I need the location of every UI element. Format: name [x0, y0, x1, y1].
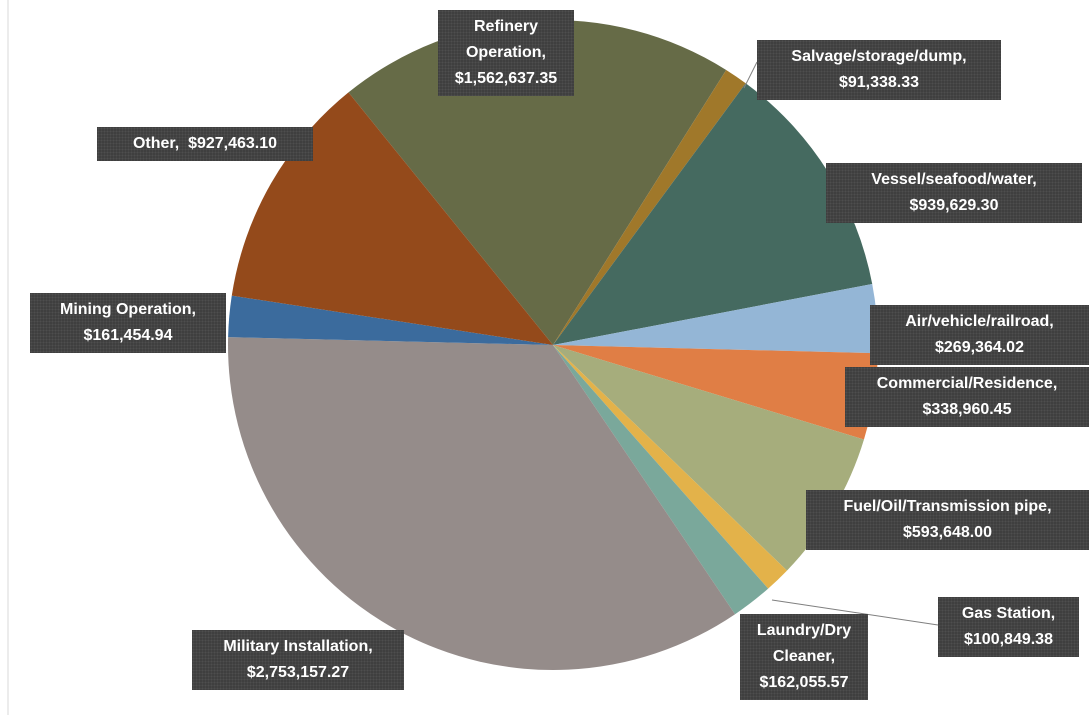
label-category: Mining Operation,	[60, 301, 196, 318]
label-value: $161,454.94	[83, 327, 173, 344]
data-label: Vessel/seafood/water, $939,629.30	[826, 163, 1082, 223]
leader-line	[771, 599, 939, 626]
data-label: Laundry/Dry Cleaner, $162,055.57	[740, 614, 868, 700]
label-category: Laundry/Dry Cleaner,	[756, 622, 852, 665]
data-label: Salvage/storage/dump, $91,338.33	[757, 40, 1001, 100]
data-label: Other, $927,463.10	[97, 127, 313, 161]
label-category: Refinery Operation,	[465, 18, 546, 61]
data-label: Refinery Operation, $1,562,637.35	[438, 10, 574, 96]
data-label: Commercial/Residence, $338,960.45	[845, 367, 1089, 427]
pie-slice	[553, 69, 746, 345]
pie-slice	[553, 345, 769, 615]
label-category: Commercial/Residence,	[876, 375, 1058, 392]
label-value: $338,960.45	[922, 401, 1012, 418]
label-category: Vessel/seafood/water,	[871, 171, 1037, 188]
data-label: Mining Operation, $161,454.94	[30, 293, 226, 353]
label-category: Salvage/storage/dump,	[791, 48, 967, 65]
label-value: $269,364.02	[935, 339, 1024, 356]
label-category: Fuel/Oil/Transmission pipe,	[843, 498, 1052, 515]
label-category: Gas Station,	[961, 605, 1056, 622]
label-value: $162,055.57	[759, 674, 849, 691]
data-label: Gas Station, $100,849.38	[938, 597, 1079, 657]
label-category: Other,	[132, 135, 180, 152]
label-value: $927,463.10	[179, 135, 278, 152]
leader-line	[743, 61, 758, 89]
pie-slice	[553, 283, 878, 354]
pie-slice	[228, 337, 736, 670]
data-label: Air/vehicle/railroad, $269,364.02	[870, 305, 1089, 365]
pie-slice	[553, 345, 878, 440]
label-category: Military Installation,	[223, 638, 373, 655]
pie-slice	[553, 345, 864, 571]
pie-slice	[228, 295, 553, 345]
label-value: $91,338.33	[838, 74, 920, 91]
label-value: $939,629.30	[909, 197, 999, 214]
pie-slice	[553, 345, 787, 589]
label-value: $593,648.00	[903, 524, 992, 541]
data-label: Military Installation, $2,753,157.27	[192, 630, 404, 690]
pie-slice	[348, 20, 727, 346]
data-label: Fuel/Oil/Transmission pipe, $593,648.00	[806, 490, 1089, 550]
label-value: $2,753,157.27	[246, 664, 350, 681]
pie-slice	[553, 83, 873, 345]
label-value: $1,562,637.35	[454, 70, 558, 87]
label-value: $100,849.38	[964, 631, 1053, 648]
label-category: Air/vehicle/railroad,	[905, 313, 1054, 330]
